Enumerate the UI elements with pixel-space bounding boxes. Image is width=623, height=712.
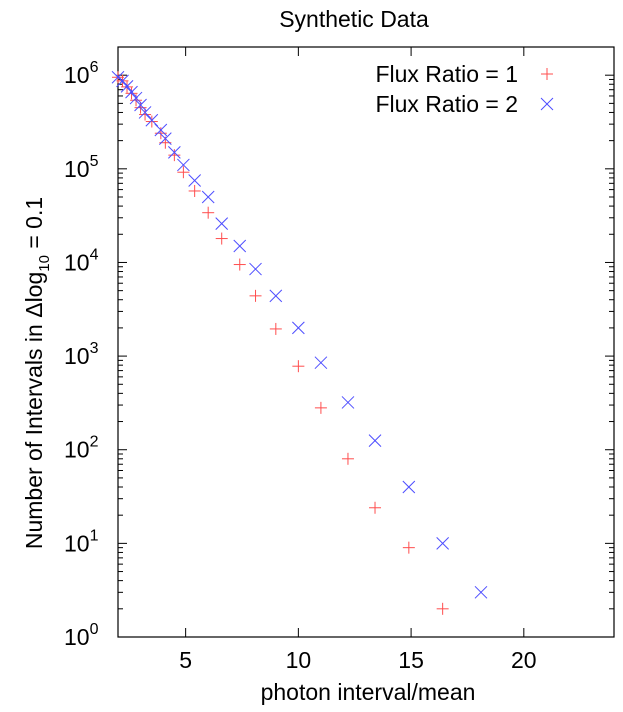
data-point-series-2 <box>158 132 172 146</box>
data-point-series-2 <box>168 145 181 159</box>
legend-label-flux-ratio-2: Flux Ratio = 2 <box>375 91 518 117</box>
x-axis-label: photon interval/mean <box>261 679 476 705</box>
x-tick-label: 15 <box>398 647 424 673</box>
plot-border <box>117 46 615 638</box>
x-tick-label: 10 <box>286 647 312 673</box>
data-point-series-2 <box>341 396 355 409</box>
data-point-series-1 <box>188 184 201 197</box>
data-point-series-2 <box>129 91 143 105</box>
data-point-series-2 <box>138 106 152 119</box>
data-point-series-2 <box>154 123 168 137</box>
data-point-series-1 <box>215 232 228 245</box>
y-tick-label: 100 <box>64 621 99 650</box>
data-point-series-1 <box>369 501 382 514</box>
data-point-series-1 <box>154 127 167 140</box>
data-point-series-1 <box>202 206 215 219</box>
data-point-series-1 <box>292 360 305 373</box>
data-point-series-2 <box>125 85 138 99</box>
data-point-series-2 <box>314 356 328 370</box>
data-point-series-2 <box>402 480 416 494</box>
data-point-series-1 <box>177 166 190 179</box>
data-point-series-2 <box>188 174 202 187</box>
legend-marker-flux-ratio-2 <box>540 97 554 111</box>
legend-marker-flux-ratio-1 <box>541 68 553 80</box>
y-tick-label: 105 <box>64 153 99 182</box>
y-tick-label: 101 <box>64 527 99 556</box>
data-point-series-1 <box>145 115 158 128</box>
data-point-series-2 <box>215 217 229 230</box>
y-axis: 100 101 102 103 104 105 106 <box>64 59 614 650</box>
data-point-series-2 <box>436 537 450 550</box>
data-point-series-2 <box>474 585 488 599</box>
x-tick-label: 20 <box>511 647 537 673</box>
x-tick-label: 5 <box>179 647 192 673</box>
data-point-series-1 <box>168 149 181 162</box>
data-point-series-2 <box>116 74 129 88</box>
data-point-series-2 <box>249 262 262 276</box>
data-point-series-2 <box>134 98 147 112</box>
data-point-series-1 <box>269 322 282 335</box>
data-points <box>111 70 488 615</box>
legend: Flux Ratio = 1 Flux Ratio = 2 <box>375 61 554 117</box>
y-tick-label: 104 <box>64 246 99 275</box>
data-point-series-2 <box>120 79 134 93</box>
data-point-series-1 <box>314 401 327 414</box>
data-point-series-2 <box>269 289 283 303</box>
y-tick-label: 102 <box>64 434 99 463</box>
data-point-series-2 <box>368 434 382 448</box>
data-point-series-2 <box>233 239 247 253</box>
y-tick-label: 103 <box>64 340 99 369</box>
data-point-series-2 <box>292 321 305 335</box>
data-point-series-2 <box>201 190 215 204</box>
legend-label-flux-ratio-1: Flux Ratio = 1 <box>375 61 518 87</box>
x-axis: 5 10 15 20 <box>179 47 537 673</box>
data-point-series-1 <box>249 289 262 302</box>
data-point-series-2 <box>177 158 190 172</box>
plot-frame <box>117 46 615 638</box>
data-point-series-1 <box>341 452 354 465</box>
data-point-series-1 <box>402 541 415 554</box>
chart-title: Synthetic Data <box>279 6 429 32</box>
data-point-series-1 <box>139 108 152 121</box>
y-tick-label: 106 <box>64 59 99 88</box>
data-point-series-1 <box>233 258 246 271</box>
y-axis-label: Number of Intervals in Δlog10 = 0.1 <box>21 197 53 549</box>
data-point-series-1 <box>436 602 449 615</box>
